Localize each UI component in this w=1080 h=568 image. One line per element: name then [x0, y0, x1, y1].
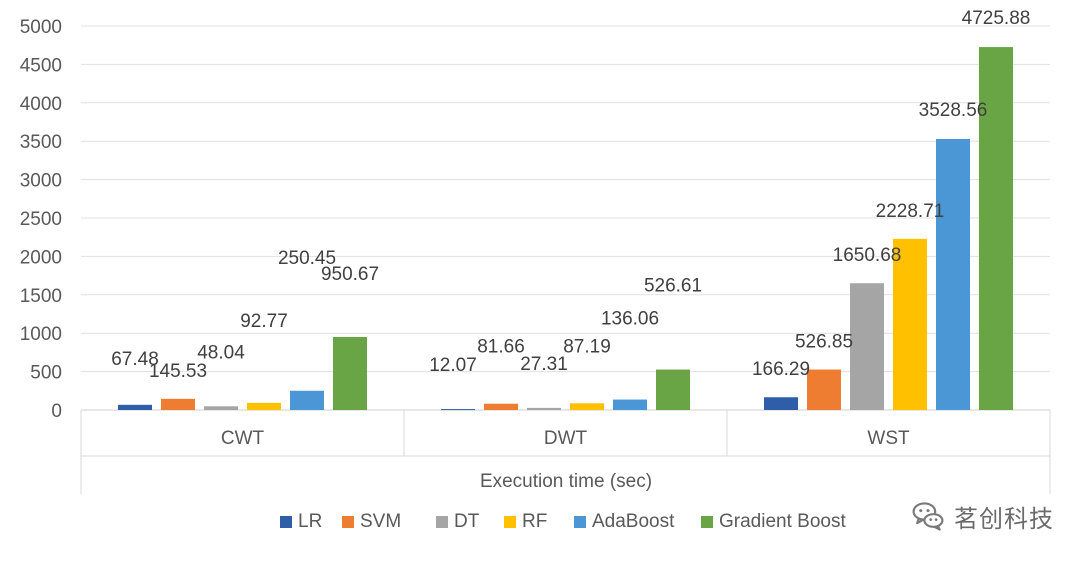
y-tick-label: 0: [51, 401, 62, 422]
bar: [850, 283, 884, 410]
y-axis-tick-labels: 0 500 1000 1500 2000 2500 3000 3500 4000 4500 5000: [20, 17, 62, 422]
y-tick-label: 500: [30, 363, 62, 384]
legend-swatch: [280, 516, 292, 528]
y-tick-label: 3500: [20, 132, 62, 153]
legend-label: Gradient Boost: [719, 511, 846, 532]
bar: [527, 407, 561, 410]
x-tick-label: CWT: [221, 428, 265, 449]
wechat-icon: [912, 502, 944, 531]
bar: [893, 238, 927, 410]
legend-swatch: [574, 516, 586, 528]
y-tick-label: 1000: [20, 324, 62, 345]
legend-label: DT: [454, 511, 480, 532]
legend-swatch: [436, 516, 448, 528]
bar: [441, 409, 475, 411]
y-tick-label: 1500: [20, 286, 62, 307]
bar: [613, 399, 647, 410]
bar: [764, 397, 798, 410]
data-label: 526.85: [795, 332, 853, 353]
watermark-text: 茗创科技: [954, 504, 1054, 533]
bar: [936, 139, 970, 410]
legend-swatch: [701, 516, 713, 528]
y-tick-label: 5000: [20, 17, 62, 38]
legend-label: RF: [522, 511, 547, 532]
y-tick-label: 2000: [20, 247, 62, 268]
x-axis-title: Execution time (sec): [480, 471, 652, 492]
y-tick-label: 3000: [20, 171, 62, 192]
bar: [118, 404, 152, 410]
data-label: 67.48: [111, 349, 159, 370]
bar: [333, 336, 367, 410]
bar: [979, 47, 1013, 410]
data-label: 4725.88: [962, 8, 1031, 29]
y-tick-label: 4000: [20, 94, 62, 115]
gridlines: [81, 25, 1050, 411]
x-tick-label: DWT: [544, 428, 588, 449]
data-label: 2228.71: [876, 201, 945, 222]
data-label: 136.06: [601, 309, 659, 330]
legend: LR SVM DT RF AdaBoost Gradient Boost: [280, 511, 846, 532]
legend-label: SVM: [360, 511, 401, 532]
data-label: 166.29: [752, 359, 810, 380]
legend-label: LR: [298, 511, 322, 532]
y-tick-label: 4500: [20, 55, 62, 76]
chart-frame: [80, 410, 1051, 494]
bar: [807, 369, 841, 410]
bar: [656, 369, 690, 410]
bar: [247, 402, 281, 410]
legend-label: AdaBoost: [592, 511, 675, 532]
data-label: 12.07: [429, 355, 477, 376]
data-label: 81.66: [477, 337, 525, 358]
legend-swatch: [504, 516, 516, 528]
data-label: 3528.56: [919, 100, 988, 121]
data-label: 87.19: [563, 336, 611, 357]
data-label: 250.45: [278, 248, 336, 269]
x-tick-label: WST: [867, 428, 910, 449]
bar: [290, 390, 324, 410]
bar-series-group: [118, 47, 1013, 411]
x-axis-tick-labels: CWT DWT WST: [221, 428, 910, 449]
data-label: 48.04: [197, 342, 245, 363]
data-label: 92.77: [240, 311, 288, 332]
bar: [161, 398, 195, 410]
y-tick-label: 2500: [20, 209, 62, 230]
bar: [204, 406, 238, 410]
bar: [570, 403, 604, 410]
data-label: 27.31: [520, 354, 568, 375]
bar: [484, 403, 518, 410]
legend-swatch: [342, 516, 354, 528]
data-label: 145.53: [149, 361, 207, 382]
data-label: 950.67: [321, 264, 379, 285]
watermark: 茗创科技: [910, 497, 1054, 535]
data-label: 1650.68: [833, 245, 902, 266]
data-label: 526.61: [644, 276, 702, 297]
